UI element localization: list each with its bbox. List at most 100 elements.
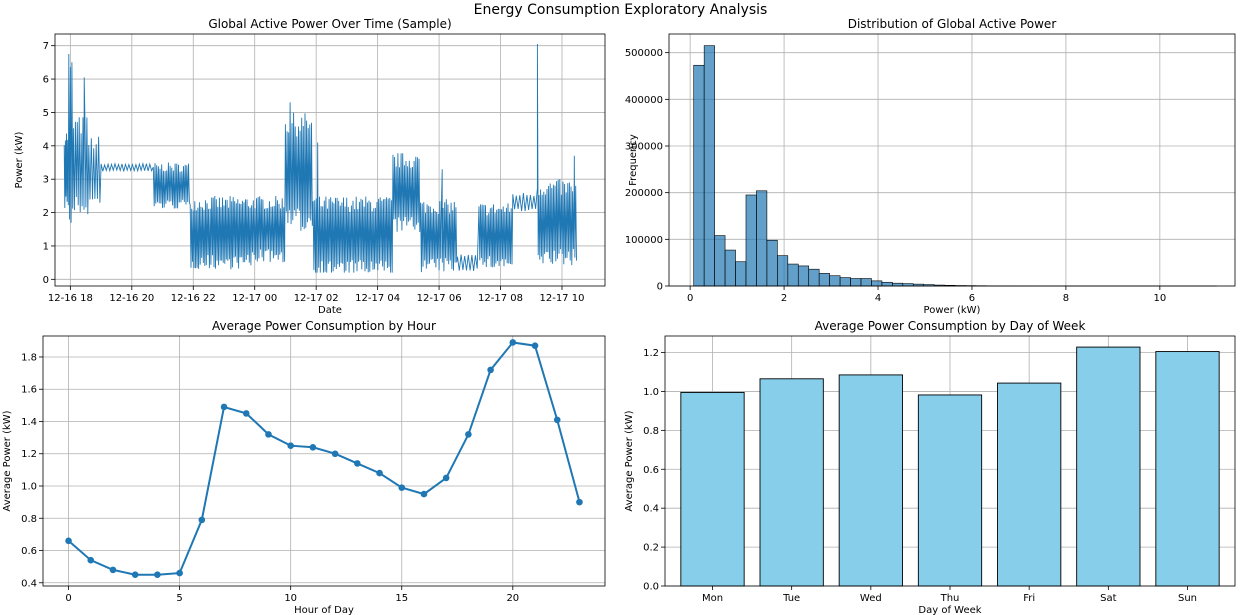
x-tick-label: 2 [781,293,787,304]
y-tick-label: 0.8 [643,426,659,437]
data-point-hour-23 [576,498,583,506]
y-tick-label: 0.0 [643,582,659,593]
y-tick-label: 200000 [625,188,663,199]
data-point-hour-14 [376,469,383,477]
y-tick-label: 1.0 [21,482,37,493]
series-line-hourly [67,341,581,576]
histogram-bar [818,273,830,287]
chart-timeseries: Global Active Power Over Time (Sample) Da… [14,17,606,316]
data-point-hour-21 [531,342,539,349]
histogram-bar [766,239,778,287]
y-tick-label: 1.4 [21,417,37,428]
x-tick-label: 12-16 18 [48,293,93,304]
y-tick-label: 1.6 [21,385,37,396]
data-point-hour-6 [198,516,206,524]
x-tick-label: Sat [1100,593,1116,604]
y-tick-label: 0 [657,282,663,293]
x-tick-label: 12-17 02 [294,293,339,304]
y-tick-label: 0.6 [643,465,659,476]
axes-frame [54,33,606,287]
x-tick-label: 8 [1063,293,1069,304]
axes-frame [664,335,1236,587]
y-tick-label: 7 [43,41,49,52]
histogram-bar [829,275,841,287]
histogram-bar [839,277,851,287]
chart-histogram: Distribution of Global Active Power Power… [625,17,1236,316]
chart-title: Average Power Consumption by Hour [212,319,436,333]
histogram-bar [703,45,715,287]
y-tick-label: 2 [43,208,49,219]
histogram-bar [850,278,862,287]
histogram-bar [724,249,736,287]
x-tick-label: Thu [940,593,960,604]
histogram-bar [745,194,757,287]
data-point-hour-3 [131,571,139,579]
x-tick-label: 10 [284,593,297,604]
y-tick-label: 6 [43,75,49,86]
chart-title: Distribution of Global Active Power [848,17,1057,31]
x-tick-label: 6 [969,293,975,304]
x-tick-label: 12-17 06 [417,293,462,304]
data-point-hour-2 [109,566,117,574]
bar-fri [997,382,1062,587]
x-tick-label: 12-17 10 [539,293,584,304]
x-tick-label: 12-17 00 [232,293,277,304]
y-tick-label: 1.2 [21,449,37,460]
y-tick-label: 500000 [625,48,663,59]
x-axis-label: Date [318,305,342,316]
histogram-bar [797,265,810,287]
y-tick-label: 1.2 [643,348,659,359]
data-point-hour-12 [331,450,339,458]
y-axis-label: Average Power (kW) [2,410,13,511]
y-tick-label: 0.2 [643,543,659,554]
y-tick-label: 400000 [625,95,663,106]
histogram-bar [693,64,705,287]
x-tick-label: 12-16 22 [171,293,216,304]
y-axis-label: Frequency [628,134,639,186]
x-axis-label: Power (kW) [924,305,981,316]
data-point-hour-19 [487,366,494,374]
chart-weekday: Average Power Consumption by Day of Week… [624,319,1236,615]
y-tick-label: 0.8 [21,514,37,525]
histogram-bar [881,281,893,287]
y-tick-label: 100000 [625,235,663,246]
histogram-bar [756,190,768,287]
histogram-bar [714,235,726,287]
histogram-bar [787,263,799,287]
y-tick-label: 0.4 [21,578,37,589]
x-tick-label: Tue [782,593,800,604]
x-axis-label: Day of Week [918,605,981,615]
x-tick-label: 12-17 04 [355,293,400,304]
x-tick-label: Mon [702,593,723,604]
bar-sat [1076,346,1141,587]
x-tick-label: 5 [176,593,182,604]
y-tick-label: 4 [43,141,49,152]
y-tick-label: 300000 [625,142,663,153]
x-tick-label: 4 [875,293,881,304]
y-tick-label: 0.6 [21,546,37,557]
bar-sun [1155,351,1220,587]
histogram-bar [871,280,883,287]
chart-hourly: Average Power Consumption by Hour Hour of… [2,319,606,615]
bar-wed [838,374,903,587]
y-axis-label: Power (kW) [14,131,25,188]
x-tick-label: Sun [1178,593,1197,604]
y-tick-label: 1.8 [21,352,37,363]
data-point-hour-1 [87,556,95,564]
data-point-hour-8 [242,410,250,417]
x-tick-label: 0 [687,293,693,304]
data-point-hour-18 [465,431,472,438]
histogram-bar [892,282,904,287]
data-point-hour-0 [65,537,72,545]
histogram-bar [735,261,747,287]
x-tick-label: 15 [395,593,408,604]
data-point-hour-13 [354,460,361,467]
chart-title: Average Power Consumption by Day of Week [815,319,1086,333]
y-tick-label: 1 [43,241,49,252]
x-tick-label: 0 [65,593,71,604]
data-point-hour-7 [220,403,228,411]
data-point-hour-22 [553,416,561,424]
data-point-hour-20 [509,339,517,346]
data-point-hour-15 [398,484,406,491]
bar-thu [917,394,983,587]
